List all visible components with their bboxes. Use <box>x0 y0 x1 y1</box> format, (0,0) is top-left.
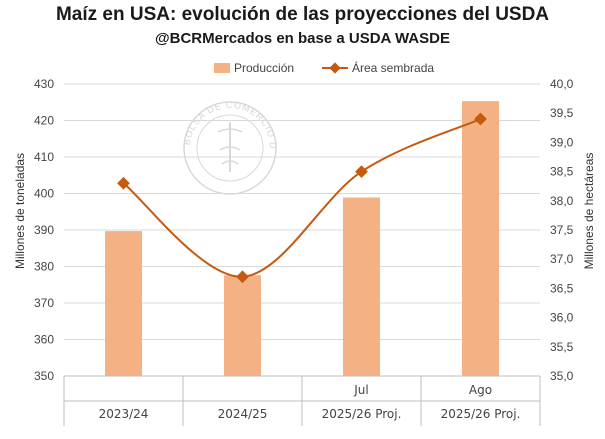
chart-title: Maíz en USA: evolución de las proyeccion… <box>55 4 550 25</box>
bar-produccion <box>343 197 380 376</box>
legend-swatch-area-marker <box>329 62 341 74</box>
y2-axis-ticks: 35,0 35,5 36,0 36,5 37,0 37,5 38,0 38,5 39,0 39,5… <box>550 77 574 383</box>
bar-produccion <box>462 101 499 376</box>
x-category-label: 2023/24 <box>99 407 149 421</box>
marker-area-sembrada <box>236 270 249 284</box>
y2-tick-label: 37,5 <box>550 223 574 237</box>
legend-swatch-produccion <box>214 63 230 73</box>
y2-tick-label: 38,0 <box>550 194 574 208</box>
y-tick-label: 420 <box>34 114 54 128</box>
y2-tick-label: 36,5 <box>550 281 574 295</box>
line-area-sembrada <box>122 118 481 278</box>
y2-tick-label: 36,0 <box>550 311 574 325</box>
y-tick-label: 370 <box>34 296 54 310</box>
legend: Producción Área sembrada <box>214 60 434 75</box>
legend-label-area-sembrada: Área sembrada <box>352 60 434 75</box>
y-tick-label: 350 <box>34 369 54 383</box>
bar-produccion <box>105 231 142 376</box>
marker-area-sembrada <box>474 112 487 126</box>
y-tick-label: 380 <box>34 260 54 274</box>
y2-axis-title: Millones de hectáreas <box>582 153 596 270</box>
legend-label-produccion: Producción <box>234 61 294 75</box>
marker-area-sembrada <box>117 176 130 190</box>
y2-tick-label: 39,0 <box>550 135 574 149</box>
x-category-label: 2025/26 Proj. <box>322 407 402 421</box>
y-tick-label: 400 <box>34 187 54 201</box>
y-tick-label: 360 <box>34 333 54 347</box>
y2-tick-label: 35,0 <box>550 369 574 383</box>
y2-tick-label: 39,5 <box>550 106 574 120</box>
y2-tick-label: 38,5 <box>550 165 574 179</box>
chart-subtitle: @BCRMercados en base a USDA WASDE <box>155 30 450 47</box>
bars <box>105 101 499 376</box>
y2-tick-label: 37,0 <box>550 252 574 266</box>
y-axis-ticks: 350 360 370 380 390 400 410 420 430 <box>34 77 54 383</box>
marker-area-sembrada <box>355 165 368 178</box>
watermark-seal: BOLSA DE COMERCIO DE ROSARIO <box>0 0 277 195</box>
y2-tick-label: 40,0 <box>550 77 574 91</box>
bar-produccion <box>224 275 261 376</box>
y2-tick-label: 35,5 <box>550 340 574 354</box>
x-category-label: 2024/25 <box>218 407 268 421</box>
x-category-label: 2025/26 Proj. <box>441 407 521 421</box>
x-subcategory-label: Jul <box>353 383 368 397</box>
area-line <box>117 112 487 284</box>
y-tick-label: 390 <box>34 223 54 237</box>
x-subcategory-label: Ago <box>469 383 492 397</box>
x-axis: Jul Ago 2023/24 2024/25 2025/26 Proj. 2025/26… <box>63 375 541 426</box>
y-axis-title: Millones de toneladas <box>13 153 27 269</box>
y-tick-label: 430 <box>34 77 54 91</box>
y-tick-label: 410 <box>34 150 54 164</box>
